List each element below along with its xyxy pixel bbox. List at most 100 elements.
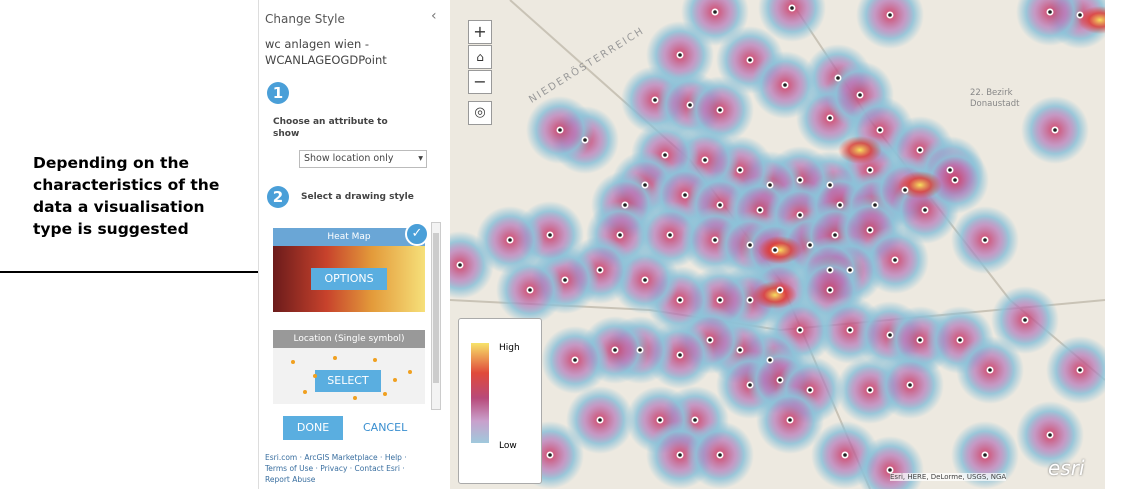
point-marker-center	[758, 208, 762, 212]
attribute-dropdown[interactable]: Show location only ▾	[299, 150, 427, 168]
footer-links: Esri.com · ArcGIS Marketplace · Help · Te…	[265, 452, 407, 485]
annotation: Depending on the characteristics of the …	[33, 152, 219, 240]
point-marker-center	[838, 203, 842, 207]
layer-name-line: WCANLAGEOGDPoint	[265, 53, 387, 67]
legend-high: High	[499, 343, 520, 353]
point-marker-center	[908, 383, 912, 387]
done-button[interactable]: DONE	[283, 416, 343, 440]
point-marker-center	[688, 103, 692, 107]
legend: High Low	[458, 318, 542, 484]
heat-hotspot	[838, 136, 882, 164]
symbol-dot	[393, 378, 397, 382]
symbol-dot	[408, 370, 412, 374]
style-card[interactable]: Heat Map OPTIONS	[273, 228, 425, 312]
point-marker-center	[790, 6, 794, 10]
point-marker-center	[718, 453, 722, 457]
point-marker-center	[643, 183, 647, 187]
zoom-out[interactable]: −	[468, 70, 492, 94]
step-label: Select a drawing style	[301, 192, 414, 202]
point-marker-center	[748, 383, 752, 387]
heat-hotspot	[758, 236, 802, 264]
heat-blob	[758, 0, 826, 42]
symbol-dot	[353, 396, 357, 400]
point-marker-center	[843, 453, 847, 457]
point-marker-center	[708, 338, 712, 342]
footer-line[interactable]: Terms of Use · Privacy · Contact Esri ·	[265, 464, 405, 473]
point-marker-center	[888, 333, 892, 337]
locate-button[interactable]: ◎	[468, 101, 492, 125]
point-marker-center	[653, 98, 657, 102]
legend-ramp	[471, 343, 489, 443]
point-marker-center	[738, 168, 742, 172]
step-label-line: Choose an attribute to	[273, 117, 388, 127]
scroll-thumb[interactable]	[433, 233, 439, 383]
point-marker-center	[583, 138, 587, 142]
heat-hotspot	[898, 171, 942, 199]
point-marker-center	[848, 328, 852, 332]
point-marker-center	[1078, 13, 1082, 17]
point-marker-center	[918, 338, 922, 342]
heat-layer	[450, 0, 1105, 489]
point-marker-center	[558, 128, 562, 132]
step-number: 1	[267, 82, 289, 104]
point-marker-center	[548, 453, 552, 457]
point-marker-center	[618, 233, 622, 237]
point-marker-center	[678, 453, 682, 457]
point-marker-center	[983, 238, 987, 242]
home-button[interactable]: ⌂	[468, 45, 492, 69]
point-marker-center	[683, 193, 687, 197]
point-marker-center	[948, 168, 952, 172]
step-label-line: show	[273, 129, 300, 139]
step-number: 2	[267, 186, 289, 208]
panel-title: Change Style	[265, 12, 345, 26]
symbol-dot	[303, 390, 307, 394]
point-marker-center	[798, 178, 802, 182]
pointer-line	[0, 268, 296, 276]
point-marker-center	[808, 388, 812, 392]
point-marker-center	[718, 298, 722, 302]
point-marker-center	[1048, 433, 1052, 437]
point-marker-center	[773, 248, 777, 252]
dropdown-arrow: ▾	[418, 153, 423, 164]
point-marker-center	[613, 348, 617, 352]
point-marker-center	[868, 168, 872, 172]
point-marker-center	[788, 418, 792, 422]
zoom-in[interactable]: +	[468, 20, 492, 44]
point-marker-center	[658, 418, 662, 422]
point-marker-center	[953, 178, 957, 182]
point-marker-center	[1048, 10, 1052, 14]
point-marker-center	[1053, 128, 1057, 132]
point-marker-center	[1078, 368, 1082, 372]
point-marker-center	[678, 298, 682, 302]
point-marker-center	[668, 233, 672, 237]
point-marker-center	[878, 128, 882, 132]
symbol-dot	[333, 356, 337, 360]
point-marker-center	[598, 268, 602, 272]
options-button[interactable]: OPTIONS	[311, 268, 387, 290]
map[interactable]: NIEDERÖSTERREICH 22. Bezirk Donaustadt + …	[450, 0, 1105, 489]
point-marker-center	[828, 183, 832, 187]
point-marker-center	[748, 298, 752, 302]
footer-line[interactable]: Esri.com · ArcGIS Marketplace · Help ·	[265, 453, 407, 462]
point-marker-center	[768, 358, 772, 362]
point-marker-center	[663, 153, 667, 157]
point-marker-center	[458, 263, 462, 267]
collapse-button[interactable]: ‹	[431, 8, 437, 24]
card-title: Location (Single symbol)	[273, 330, 425, 348]
cancel-button[interactable]: CANCEL	[363, 421, 408, 434]
point-marker-center	[1023, 318, 1027, 322]
point-marker-center	[828, 116, 832, 120]
point-marker-center	[833, 233, 837, 237]
point-marker-center	[748, 243, 752, 247]
point-marker-center	[528, 288, 532, 292]
point-marker-center	[573, 358, 577, 362]
annotation-line: data a visualisation	[33, 198, 205, 216]
style-card[interactable]: Location (Single symbol) SELECT	[273, 330, 425, 404]
annotation-line: type is suggested	[33, 220, 189, 238]
heat-blob	[856, 0, 924, 49]
scrollbar[interactable]	[431, 222, 441, 410]
footer-line[interactable]: Report Abuse	[265, 475, 316, 484]
select-button[interactable]: SELECT	[315, 370, 381, 392]
point-marker-center	[703, 158, 707, 162]
point-marker-center	[718, 203, 722, 207]
